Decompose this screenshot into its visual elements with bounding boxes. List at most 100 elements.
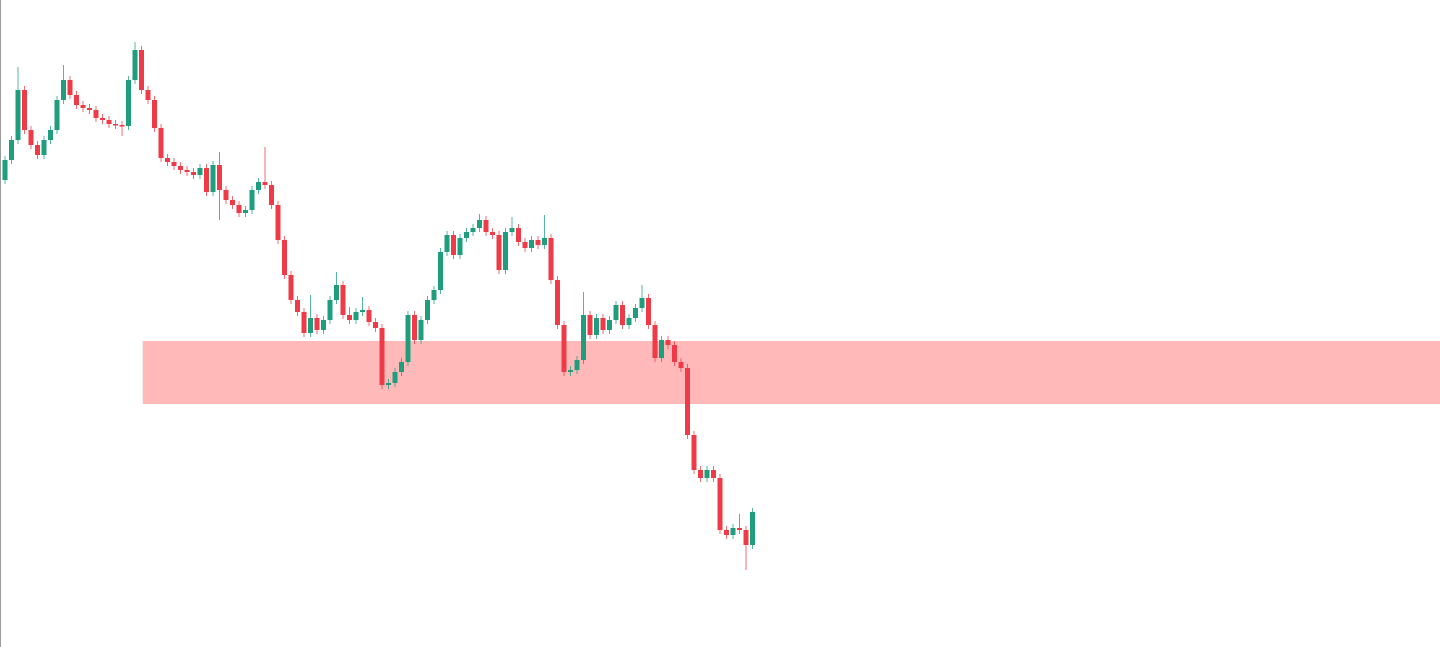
candle-body <box>119 125 125 127</box>
candle-body <box>418 320 424 340</box>
candle-body <box>464 232 469 238</box>
candle-body <box>730 528 736 535</box>
candle-body <box>633 308 638 318</box>
candle-body <box>178 166 183 170</box>
candle-body <box>600 318 606 330</box>
candle-body <box>522 242 528 248</box>
candle-body <box>451 235 456 255</box>
candle-body <box>249 190 255 210</box>
candle-body <box>685 368 690 435</box>
candle-body <box>535 240 541 245</box>
candle-body <box>607 320 612 330</box>
candle-body <box>477 220 482 228</box>
candle-body <box>639 298 645 308</box>
candle-body <box>301 312 307 333</box>
candle-body <box>158 128 164 158</box>
candle-body <box>67 80 73 95</box>
candle-body <box>620 305 625 325</box>
candle-body <box>711 470 716 478</box>
candle-body <box>93 110 99 118</box>
candle-body <box>542 238 547 245</box>
candle-body <box>314 318 320 330</box>
candle-body <box>217 165 222 190</box>
candle-body <box>100 118 105 120</box>
candle-body <box>412 315 417 340</box>
candle-body <box>2 160 8 180</box>
candle-body <box>48 130 53 140</box>
candle-body <box>145 90 151 100</box>
candle-body <box>568 370 573 372</box>
candle-body <box>347 315 352 320</box>
candle-body <box>132 50 138 80</box>
candle-body <box>236 205 242 213</box>
candle-body <box>509 228 515 232</box>
candle-body <box>184 170 190 172</box>
candle-body <box>15 90 21 140</box>
candle-body <box>490 232 495 235</box>
candle-body <box>41 140 47 155</box>
candle-body <box>665 340 671 345</box>
candle-body <box>269 185 274 205</box>
candle-body <box>106 120 112 124</box>
candle-body <box>87 108 92 110</box>
candle-body <box>529 240 534 248</box>
candle-body <box>516 228 521 242</box>
candle-body <box>386 383 391 385</box>
candle-body <box>308 318 313 333</box>
candle-body <box>243 210 248 213</box>
candle-body <box>113 124 118 126</box>
candle-body <box>223 190 229 200</box>
candle-body <box>28 130 34 145</box>
candle-body <box>704 470 710 478</box>
candle-body <box>35 145 40 155</box>
candle-body <box>373 322 378 328</box>
candle-body <box>561 325 567 372</box>
candle-body <box>496 235 502 270</box>
candle-body <box>581 315 586 360</box>
candle-body <box>483 220 489 232</box>
candle-body <box>548 238 554 280</box>
zone <box>142 341 1440 404</box>
candle-body <box>737 528 742 530</box>
candle-body <box>431 290 437 300</box>
candle-body <box>321 320 326 330</box>
candle-body <box>399 362 404 372</box>
candle-body <box>139 50 144 90</box>
candle-body <box>457 238 463 255</box>
candle-body <box>626 318 632 325</box>
candle-body <box>444 235 450 252</box>
candle-body <box>295 300 300 312</box>
candle-body <box>22 90 27 130</box>
candle-body <box>555 280 560 325</box>
candle-body <box>54 100 60 130</box>
candle-body <box>191 172 196 175</box>
candle-body <box>379 328 385 385</box>
candle-body <box>256 182 261 190</box>
candle-body <box>61 80 66 100</box>
candle-body <box>574 360 580 370</box>
candle-body <box>165 158 170 162</box>
candle-body <box>672 345 677 362</box>
candle-body <box>80 105 86 108</box>
candle-body <box>587 315 593 335</box>
candle-body <box>366 310 372 322</box>
candle-body <box>646 298 651 325</box>
candle-body <box>652 325 658 358</box>
candle-body <box>230 200 235 205</box>
candle-body <box>334 285 339 300</box>
candle-body <box>275 205 281 240</box>
candle-body <box>340 285 346 315</box>
candle-body <box>750 512 755 545</box>
candle-body <box>282 240 287 275</box>
candle-body <box>438 252 443 290</box>
candle-body <box>691 435 697 470</box>
candle-body <box>126 80 131 126</box>
candle-body <box>743 530 749 545</box>
candle-body <box>262 182 268 185</box>
candle-body <box>425 300 430 320</box>
candle-body <box>717 478 723 530</box>
candle-body <box>678 362 684 368</box>
candle-body <box>470 228 476 232</box>
